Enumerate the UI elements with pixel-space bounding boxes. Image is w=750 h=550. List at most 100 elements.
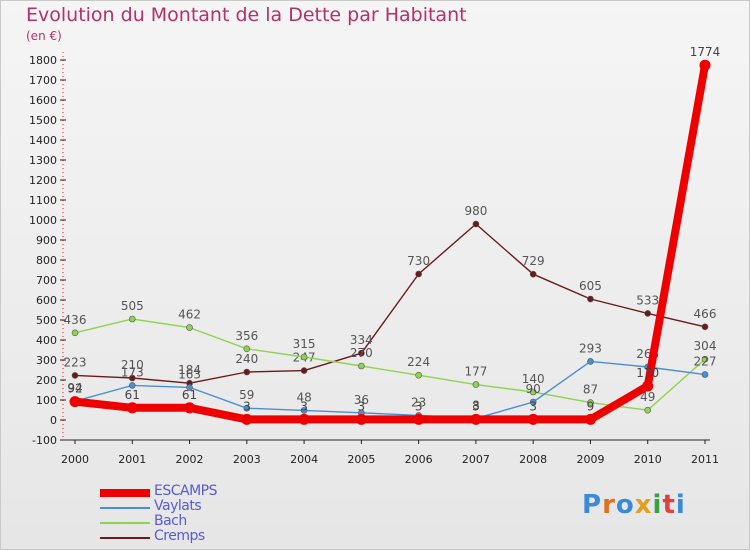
legend-label-escamps: ESCAMPS	[154, 483, 218, 499]
y-tick-label: 500	[36, 314, 57, 327]
data-label-cremps: 980	[464, 204, 487, 218]
data-point-vaylats	[300, 407, 308, 414]
logo-letter: o	[615, 490, 635, 520]
data-label-bach: 224	[407, 355, 430, 369]
series-line-vaylats	[74, 360, 706, 420]
y-tick-label: 1600	[29, 94, 57, 107]
logo-letter: t	[662, 490, 676, 520]
y-tick-label: 400	[36, 334, 57, 347]
x-tick-label: 2009	[576, 453, 604, 466]
x-tick-label: 2004	[290, 453, 318, 466]
y-tick-label: 300	[36, 354, 57, 367]
y-tick-label: 1200	[29, 174, 57, 187]
data-point-vaylats	[128, 382, 136, 389]
data-point-vaylats	[186, 384, 193, 391]
y-tick-label: -100	[32, 434, 57, 447]
data-label-escamps: 3	[472, 399, 480, 413]
data-point-cremps	[415, 270, 422, 278]
series-line-cremps	[74, 223, 706, 384]
proxiti-logo: Proxiti	[582, 490, 686, 520]
data-point-escamps	[184, 402, 196, 414]
data-point-cremps	[243, 368, 251, 376]
data-label-cremps: 210	[121, 358, 144, 372]
data-label-bach: 270	[350, 346, 373, 360]
data-label-bach: 177	[464, 365, 487, 379]
data-point-escamps	[355, 413, 367, 425]
legend-label-bach: Bach	[154, 513, 187, 529]
y-tick-label: 100	[36, 394, 57, 407]
data-label-escamps: 3	[529, 399, 537, 413]
chart-title: Evolution du Montant de la Dette par Hab…	[26, 4, 467, 26]
x-tick-label: 2006	[405, 453, 433, 466]
data-point-escamps	[470, 413, 482, 425]
x-tick-label: 2001	[118, 453, 146, 466]
data-label-cremps: 605	[579, 279, 602, 293]
data-point-cremps	[128, 374, 136, 382]
data-label-vaylats: 48	[296, 390, 311, 404]
data-point-bach	[358, 362, 365, 370]
data-label-vaylats: 59	[239, 388, 254, 402]
data-point-cremps	[472, 220, 480, 228]
logo-letter: x	[634, 490, 653, 520]
data-point-bach	[472, 381, 480, 388]
data-point-vaylats	[529, 398, 537, 406]
legend-swatch-bach	[100, 522, 150, 524]
data-label-cremps: 223	[64, 355, 87, 369]
data-label-vaylats: 90	[526, 382, 541, 396]
logo-letter: P	[582, 490, 603, 520]
data-label-bach: 87	[583, 383, 598, 397]
data-label-escamps: 3	[300, 399, 308, 413]
data-label-escamps: 1774	[690, 45, 721, 59]
y-tick-label: 1000	[29, 214, 57, 227]
data-label-bach: 315	[293, 337, 316, 351]
logo-letter: r	[602, 490, 616, 520]
data-label-escamps: 9	[587, 399, 595, 413]
data-label-cremps: 334	[350, 333, 373, 347]
logo-letter: i	[675, 490, 686, 520]
data-label-bach: 49	[640, 390, 655, 404]
data-point-escamps	[126, 402, 138, 414]
data-point-cremps	[701, 323, 709, 331]
data-label-bach: 462	[178, 308, 201, 322]
data-label-vaylats: 163	[178, 367, 201, 381]
x-tick-label: 2000	[61, 453, 89, 466]
y-tick-label: 1500	[29, 114, 57, 127]
y-tick-label: 900	[36, 234, 57, 247]
data-point-escamps	[584, 413, 596, 425]
x-tick-label: 2003	[233, 453, 261, 466]
logo-letter: i	[652, 490, 663, 520]
series-line-escamps	[71, 61, 709, 424]
data-label-cremps: 729	[522, 254, 545, 268]
data-point-escamps	[241, 413, 253, 425]
y-tick-label: 1300	[29, 154, 57, 167]
chart-unit: (en €)	[26, 29, 62, 43]
y-tick-label: 0	[50, 414, 57, 427]
data-point-escamps	[413, 413, 425, 425]
data-label-vaylats: 173	[121, 365, 144, 379]
data-label-escamps: 3	[358, 399, 366, 413]
data-label-bach: 356	[235, 329, 258, 343]
y-tick-label: 800	[36, 254, 57, 267]
data-point-bach	[128, 315, 136, 323]
data-point-bach	[415, 371, 422, 379]
data-point-cremps	[358, 349, 365, 357]
data-point-bach	[186, 324, 193, 331]
data-label-escamps: 3	[243, 399, 251, 413]
data-point-bach	[587, 399, 594, 406]
x-tick-label: 2005	[347, 453, 375, 466]
data-point-cremps	[587, 295, 594, 303]
data-point-cremps	[644, 310, 652, 317]
data-label-cremps: 466	[694, 307, 717, 321]
y-tick-label: 600	[36, 294, 57, 307]
data-label-vaylats: 36	[354, 393, 369, 407]
data-label-vaylats: 293	[579, 341, 602, 355]
data-label-escamps: 61	[182, 388, 197, 402]
data-label-cremps: 184	[178, 363, 201, 377]
y-tick-label: 1400	[29, 134, 57, 147]
data-label-bach: 436	[64, 313, 87, 327]
data-point-cremps	[71, 372, 79, 379]
data-point-vaylats	[243, 404, 251, 412]
data-point-escamps	[527, 413, 539, 425]
data-label-escamps: 170	[636, 366, 659, 380]
data-label-escamps: 92	[67, 382, 82, 396]
